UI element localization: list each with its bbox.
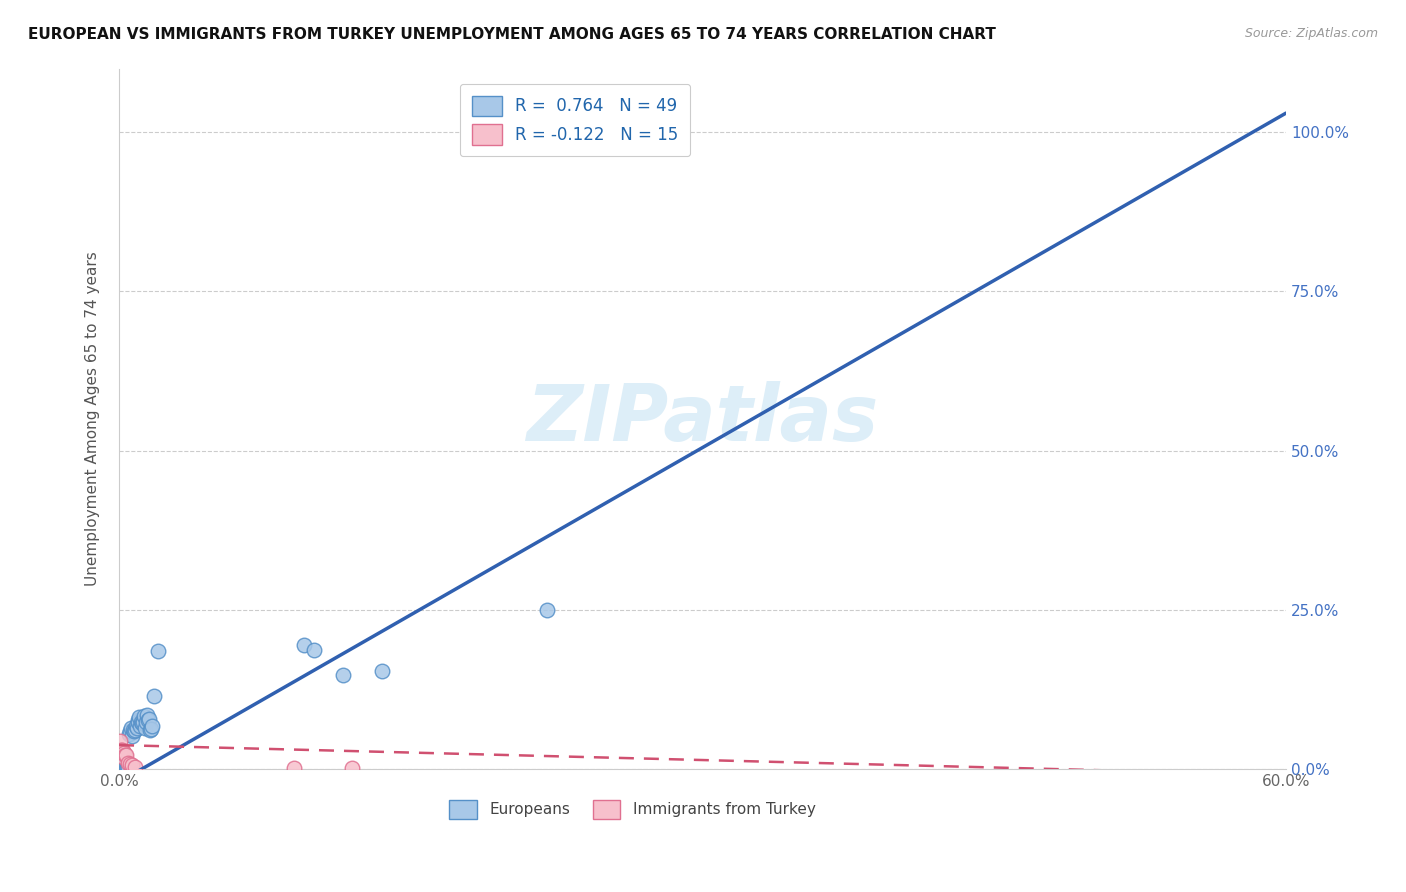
Point <box>120 721 142 735</box>
Point <box>146 644 169 658</box>
Point <box>292 638 315 652</box>
Point <box>136 713 159 727</box>
Point <box>131 716 153 731</box>
Point <box>118 727 141 741</box>
Point <box>111 762 134 776</box>
Point <box>114 747 136 761</box>
Point <box>332 668 354 682</box>
Point <box>370 664 392 678</box>
Point <box>302 642 325 657</box>
Point <box>110 743 132 757</box>
Y-axis label: Unemployment Among Ages 65 to 74 years: Unemployment Among Ages 65 to 74 years <box>86 252 100 586</box>
Point <box>114 748 136 763</box>
Point <box>134 708 156 723</box>
Point <box>108 733 131 747</box>
Point <box>121 723 143 737</box>
Point <box>112 744 135 758</box>
Point <box>112 762 135 776</box>
Point <box>111 749 134 764</box>
Point <box>134 721 156 735</box>
Point <box>593 131 616 145</box>
Point <box>111 742 134 756</box>
Point <box>110 761 132 775</box>
Point <box>342 761 364 775</box>
Point <box>139 723 162 737</box>
Point <box>135 714 157 729</box>
Point <box>115 747 138 762</box>
Point <box>110 762 132 776</box>
Point <box>115 761 138 775</box>
Text: ZIPatlas: ZIPatlas <box>526 381 879 457</box>
Point <box>117 761 139 775</box>
Point <box>139 722 162 736</box>
Point <box>114 762 136 776</box>
Point <box>536 603 558 617</box>
Point <box>110 744 132 758</box>
Point <box>141 719 163 733</box>
Point <box>111 761 134 775</box>
Point <box>118 757 141 772</box>
Point <box>115 762 138 776</box>
Point <box>129 719 152 733</box>
Point <box>143 689 166 703</box>
Text: Source: ZipAtlas.com: Source: ZipAtlas.com <box>1244 27 1378 40</box>
Point <box>128 714 150 729</box>
Point <box>132 714 155 729</box>
Point <box>128 710 150 724</box>
Point <box>124 760 146 774</box>
Point <box>114 761 136 775</box>
Point <box>138 712 160 726</box>
Point <box>127 713 149 727</box>
Point <box>117 756 139 770</box>
Point <box>124 719 146 733</box>
Point <box>112 762 135 776</box>
Point <box>613 125 636 139</box>
Point <box>122 724 145 739</box>
Point <box>108 762 131 776</box>
Point <box>110 762 132 776</box>
Text: EUROPEAN VS IMMIGRANTS FROM TURKEY UNEMPLOYMENT AMONG AGES 65 TO 74 YEARS CORREL: EUROPEAN VS IMMIGRANTS FROM TURKEY UNEMP… <box>28 27 995 42</box>
Point <box>131 714 153 729</box>
Point <box>136 708 159 723</box>
Point <box>121 729 143 743</box>
Point <box>121 757 143 772</box>
Point <box>111 761 134 775</box>
Point <box>125 721 148 735</box>
Point <box>124 723 146 737</box>
Legend: Europeans, Immigrants from Turkey: Europeans, Immigrants from Turkey <box>443 794 821 825</box>
Point <box>118 724 141 739</box>
Point <box>283 761 305 775</box>
Point <box>115 761 138 775</box>
